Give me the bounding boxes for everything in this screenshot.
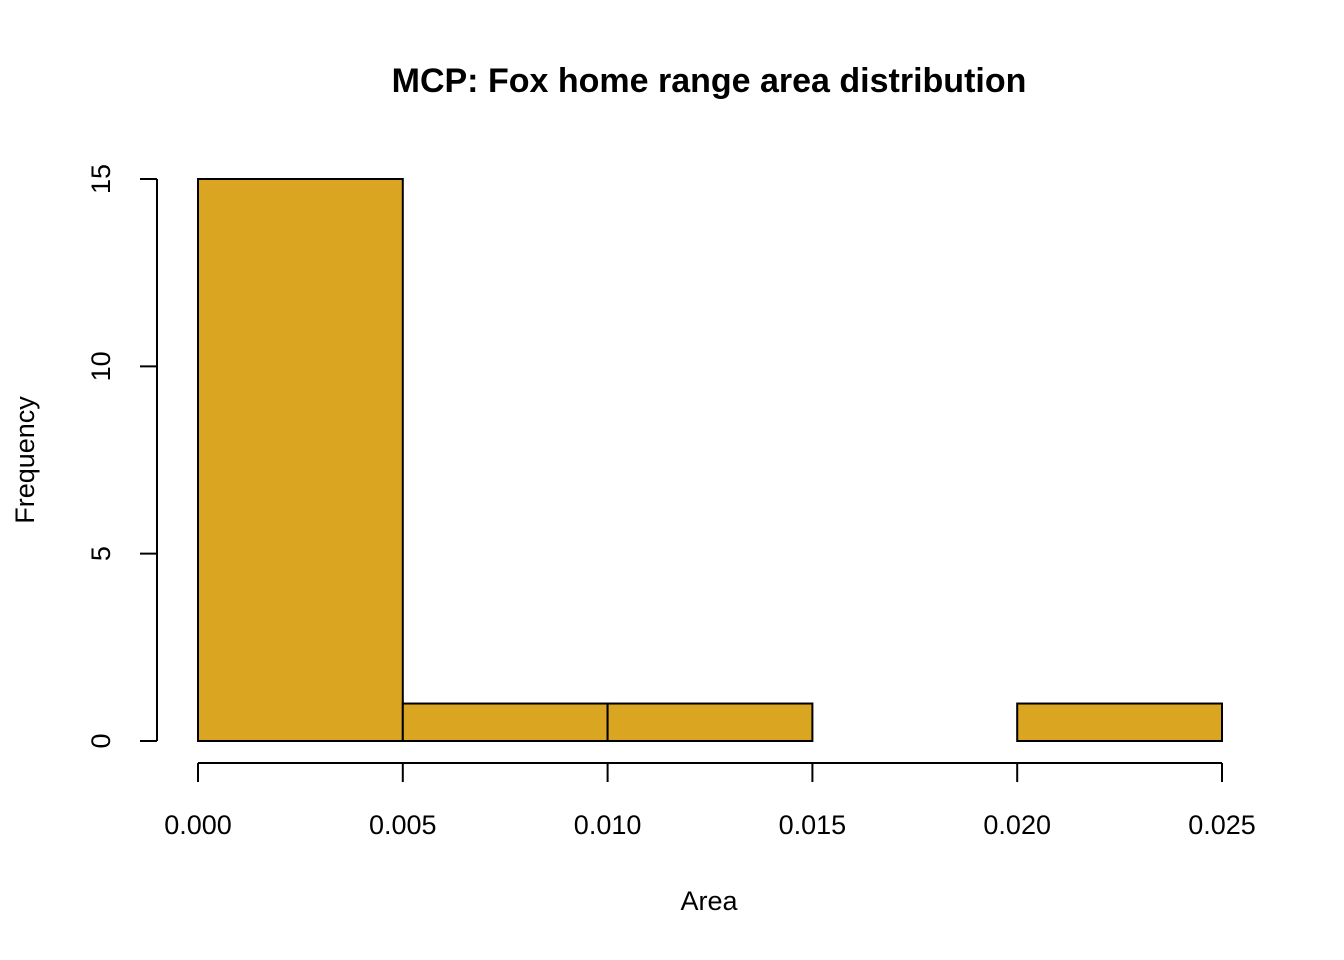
y-axis: 0 5 10 15	[86, 164, 158, 749]
x-tick-label-1: 0.005	[369, 810, 437, 840]
x-tick-label-3: 0.015	[779, 810, 847, 840]
y-axis-label: Frequency	[10, 396, 40, 524]
y-tick-label-1: 5	[86, 546, 116, 561]
histogram-bar-2	[606, 702, 814, 742]
y-tick-label-0: 0	[86, 733, 116, 748]
bars-group	[197, 178, 1224, 742]
x-tick-label-0: 0.000	[164, 810, 232, 840]
y-tick-label-2: 10	[86, 351, 116, 381]
chart-title: MCP: Fox home range area distribution	[392, 62, 1027, 100]
x-tick-label-4: 0.020	[983, 810, 1051, 840]
histogram-bar-1	[401, 702, 609, 742]
x-tick-label-2: 0.010	[574, 810, 642, 840]
x-axis: 0.000 0.005 0.010 0.015 0.020 0.025	[164, 762, 1256, 840]
histogram-bar-0	[197, 178, 404, 742]
x-axis-label: Area	[680, 886, 738, 916]
y-tick-label-3: 15	[86, 164, 116, 194]
histogram-bar-4	[1016, 702, 1224, 742]
x-tick-label-5: 0.025	[1188, 810, 1256, 840]
